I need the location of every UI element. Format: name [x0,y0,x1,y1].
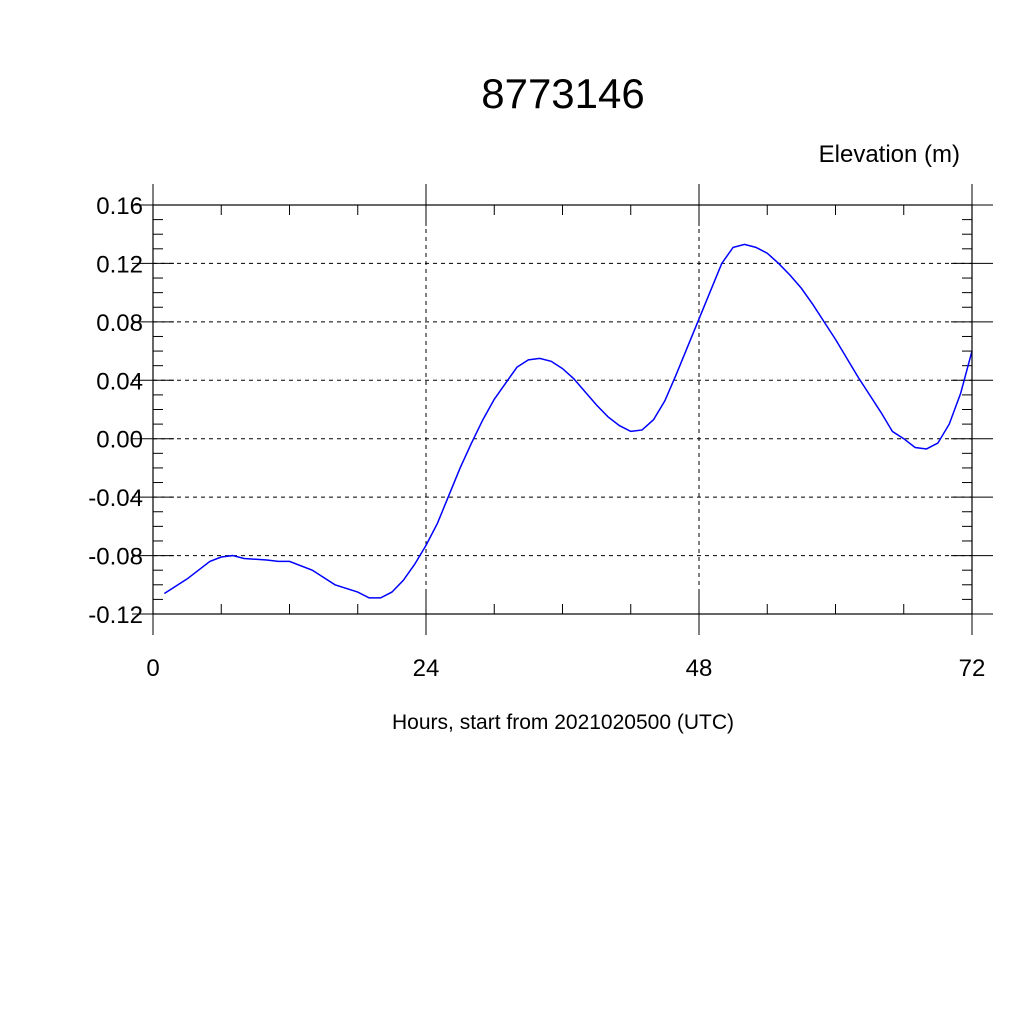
x-tick-label: 24 [413,655,440,682]
y-tick-label: -0.12 [88,602,143,629]
y-axis-label: Elevation (m) [819,141,960,168]
ticks [132,184,993,635]
y-tick-label: 0.08 [96,310,143,337]
plot-frame [152,204,973,615]
y-tick-label: 0.04 [96,368,143,395]
y-tick-label: -0.04 [88,485,143,512]
x-tick-label: 0 [146,655,159,682]
chart-title: 8773146 [481,70,645,117]
x-axis-label: Hours, start from 2021020500 (UTC) [392,711,734,734]
series-line [163,243,973,599]
grid [153,204,972,615]
y-tick-label: -0.08 [88,544,143,571]
tick-labels: 0 24 48 72 0.16 0.12 0.08 0.04 0.00 -0.04 -0.08 -0.… [88,193,985,682]
x-tick-label: 48 [686,655,713,682]
y-tick-label: 0.16 [96,193,143,220]
y-tick-label: 0.00 [96,427,143,454]
y-tick-label: 0.12 [96,251,143,278]
x-tick-label: 72 [959,655,986,682]
